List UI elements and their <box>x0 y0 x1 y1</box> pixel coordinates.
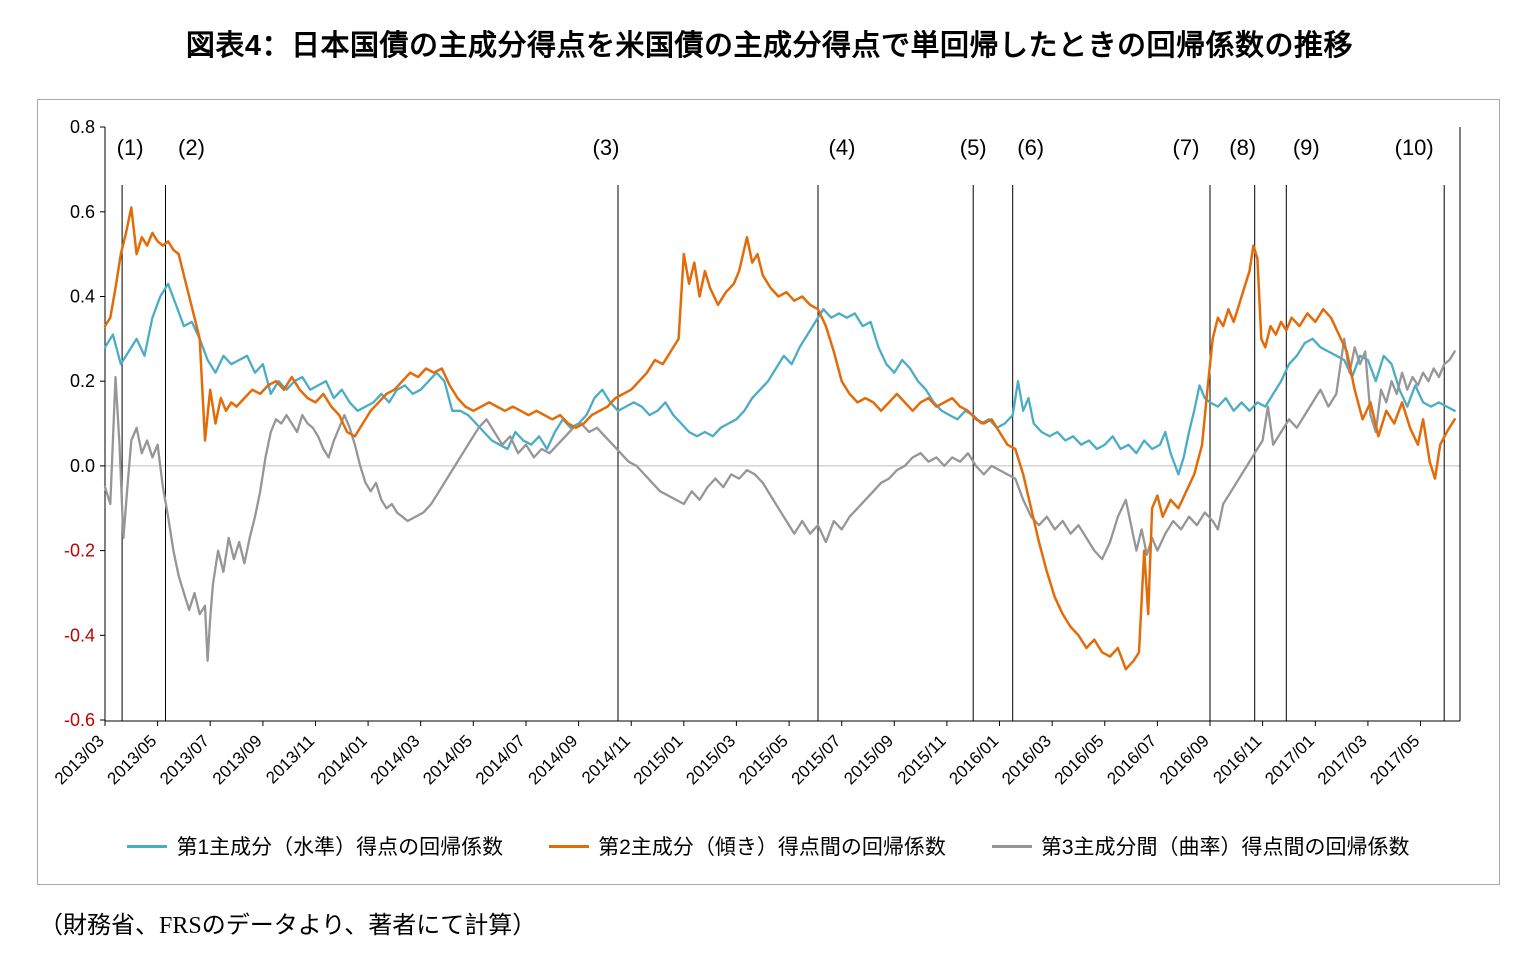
svg-text:0.8: 0.8 <box>70 117 95 137</box>
svg-text:2014/09: 2014/09 <box>525 731 582 788</box>
series1-line-swatch <box>127 844 168 848</box>
svg-text:2014/11: 2014/11 <box>578 731 634 787</box>
svg-text:(8): (8) <box>1229 135 1256 160</box>
svg-text:(5): (5) <box>960 135 987 160</box>
svg-text:2014/01: 2014/01 <box>314 731 371 788</box>
svg-text:2013/07: 2013/07 <box>156 731 213 788</box>
svg-text:0.0: 0.0 <box>70 456 95 476</box>
svg-text:2015/05: 2015/05 <box>735 731 792 788</box>
legend-item-series1: 第1主成分（水準）得点の回帰係数 <box>127 831 503 861</box>
svg-text:2016/03: 2016/03 <box>998 731 1055 788</box>
svg-text:2016/05: 2016/05 <box>1051 731 1108 788</box>
svg-text:(10): (10) <box>1395 135 1434 160</box>
svg-text:2014/03: 2014/03 <box>367 731 424 788</box>
svg-text:2017/03: 2017/03 <box>1314 731 1371 788</box>
svg-text:2015/09: 2015/09 <box>840 731 897 788</box>
svg-text:(6): (6) <box>1017 135 1044 160</box>
svg-text:(7): (7) <box>1173 135 1200 160</box>
line-chart-canvas: 0.80.60.40.20.0-0.2-0.4-0.62013/032013/0… <box>51 117 1461 788</box>
chart-legend: 第1主成分（水準）得点の回帰係数 第2主成分（傾き）得点間の回帰係数 第3主成分… <box>38 830 1499 862</box>
svg-text:-0.4: -0.4 <box>64 625 95 645</box>
svg-text:2013/09: 2013/09 <box>209 731 266 788</box>
svg-text:2015/11: 2015/11 <box>894 731 950 787</box>
svg-text:2015/01: 2015/01 <box>630 731 687 788</box>
svg-text:(3): (3) <box>593 135 620 160</box>
svg-text:-0.2: -0.2 <box>64 541 95 561</box>
source-note: （財務省、FRSのデータより、著者にて計算） <box>39 913 537 939</box>
svg-text:2013/11: 2013/11 <box>262 731 318 787</box>
svg-text:2014/07: 2014/07 <box>472 731 529 788</box>
svg-text:0.4: 0.4 <box>70 287 95 307</box>
legend-item-series2: 第2主成分（傾き）得点間の回帰係数 <box>549 831 946 861</box>
svg-text:2016/09: 2016/09 <box>1156 731 1213 788</box>
svg-text:2016/07: 2016/07 <box>1103 731 1160 788</box>
svg-text:2016/01: 2016/01 <box>945 731 1002 788</box>
svg-text:(9): (9) <box>1293 135 1320 160</box>
legend-label-series1: 第1主成分（水準）得点の回帰係数 <box>176 836 504 859</box>
legend-item-series3: 第3主成分間（曲率）得点間の回帰係数 <box>991 831 1410 861</box>
svg-text:2017/05: 2017/05 <box>1366 731 1423 788</box>
svg-text:2016/11: 2016/11 <box>1209 731 1265 787</box>
svg-text:0.2: 0.2 <box>70 371 95 391</box>
svg-text:(4): (4) <box>829 135 856 160</box>
chart-area: 0.8 0.6 0.4 0.2 0.0 -0.2 -0.4 -0.6 2013/03 2013/0… <box>37 99 1500 885</box>
page-title: 図表4：日本国債の主成分得点を米国債の主成分得点で単回帰したときの回帰係数の推移 <box>185 30 1354 62</box>
svg-text:2015/03: 2015/03 <box>682 731 739 788</box>
legend-label-series3: 第3主成分間（曲率）得点間の回帰係数 <box>1040 836 1410 859</box>
svg-text:2017/01: 2017/01 <box>1261 731 1318 788</box>
svg-text:-0.6: -0.6 <box>64 710 95 730</box>
svg-text:2013/05: 2013/05 <box>104 731 161 788</box>
legend-label-series2: 第2主成分（傾き）得点間の回帰係数 <box>598 836 946 859</box>
svg-text:(1): (1) <box>117 135 144 160</box>
svg-text:0.6: 0.6 <box>70 202 95 222</box>
svg-text:(2): (2) <box>178 135 205 160</box>
series3-line-swatch <box>991 844 1032 848</box>
svg-text:2015/07: 2015/07 <box>788 731 845 788</box>
svg-text:2013/03: 2013/03 <box>51 731 108 788</box>
svg-text:2014/05: 2014/05 <box>419 731 476 788</box>
series2-line-swatch <box>549 844 590 848</box>
